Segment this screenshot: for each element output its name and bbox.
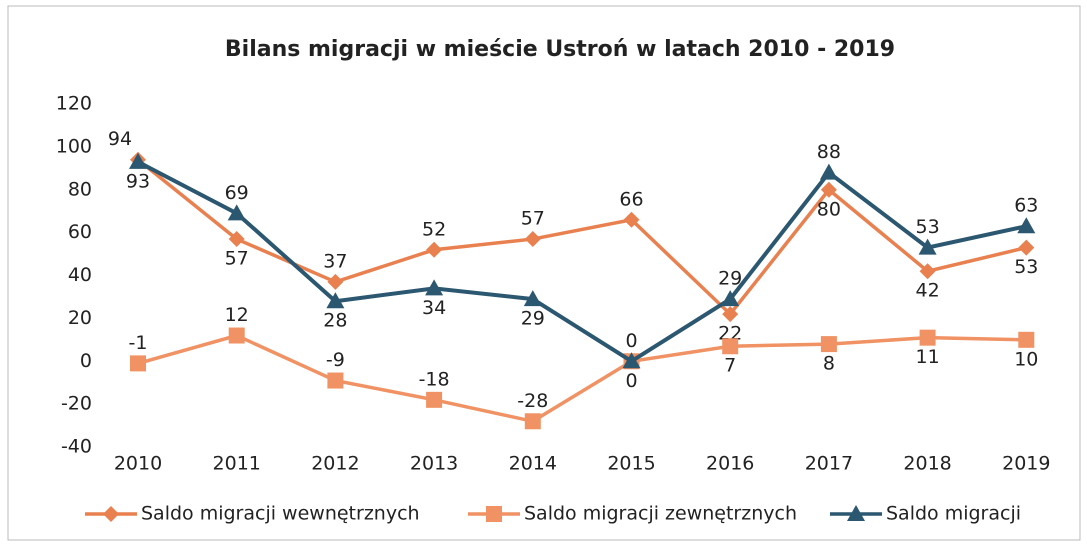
data-label: 63 (1014, 195, 1038, 217)
x-tick-label: 2017 (805, 453, 853, 475)
legend-label: Saldo migracji zewnętrznych (524, 503, 797, 525)
y-tick-label: 60 (68, 221, 92, 243)
data-label: 93 (126, 170, 150, 192)
marker (130, 355, 146, 372)
marker (228, 231, 245, 248)
data-label: 66 (619, 188, 643, 210)
marker (425, 279, 444, 296)
data-label: 52 (422, 218, 446, 240)
data-label: 37 (323, 250, 347, 272)
x-tick-label: 2015 (607, 453, 655, 475)
marker (1018, 239, 1035, 256)
series-line (137, 160, 1027, 364)
marker (820, 336, 837, 353)
marker (426, 391, 443, 408)
data-label: 80 (817, 198, 841, 220)
data-label: 57 (225, 248, 249, 270)
marker (129, 152, 147, 169)
x-tick-label: 2012 (311, 453, 359, 475)
data-label: 53 (916, 216, 940, 238)
marker (327, 372, 344, 389)
data-label: -28 (517, 390, 548, 412)
data-label: 69 (225, 182, 249, 204)
data-label: 8 (823, 353, 835, 375)
y-tick-label: 80 (68, 178, 92, 200)
data-label: -9 (326, 349, 345, 371)
series-line (137, 333, 1027, 424)
chart-title: Bilans migracji w mieście Ustroń w latac… (225, 37, 895, 62)
y-tick-label: -20 (61, 393, 92, 415)
data-label: -1 (129, 332, 148, 354)
marker (327, 273, 344, 290)
legend-label: Saldo migracji (886, 503, 1021, 525)
marker (722, 306, 739, 323)
data-label: 53 (1014, 256, 1038, 278)
marker (622, 352, 641, 369)
data-label: 29 (718, 268, 742, 290)
marker (847, 505, 865, 521)
marker (819, 163, 838, 180)
data-label: -18 (419, 368, 450, 390)
data-label: 94 (108, 128, 132, 150)
y-tick-label: 0 (80, 350, 92, 372)
marker (623, 211, 640, 228)
x-tick-label: 2018 (903, 453, 951, 475)
marker (1018, 331, 1035, 348)
data-label: 88 (817, 141, 841, 163)
data-label: 7 (724, 355, 736, 377)
data-label: 11 (916, 346, 940, 368)
x-tick-label: 2019 (1002, 453, 1050, 475)
data-label: 34 (422, 297, 446, 319)
x-tick-label: 2016 (706, 453, 754, 475)
data-label: 42 (916, 280, 940, 302)
marker (722, 338, 739, 355)
series-line (136, 158, 1027, 317)
data-label: 10 (1014, 348, 1038, 370)
y-tick-label: 40 (68, 264, 92, 286)
x-tick-label: 2014 (509, 453, 557, 475)
data-label: 29 (521, 308, 545, 330)
marker (524, 413, 541, 430)
y-tick-label: 120 (56, 93, 92, 115)
marker (524, 231, 541, 248)
marker (486, 506, 502, 522)
marker (227, 204, 246, 221)
marker (721, 290, 740, 307)
y-tick-label: 100 (56, 135, 92, 157)
marker (426, 241, 443, 258)
legend-label: Saldo migracji wewnętrznych (141, 503, 420, 525)
data-label: 0 (625, 330, 637, 352)
data-label: 28 (323, 310, 347, 332)
data-label: 12 (225, 304, 249, 326)
data-label: 0 (625, 370, 637, 392)
x-tick-label: 2011 (213, 453, 261, 475)
chart-border (7, 5, 1081, 541)
series: -1 12 -9 -18 -28 0 7 8 11 10 (129, 304, 1038, 430)
marker (918, 238, 937, 255)
data-label: 57 (521, 208, 545, 230)
marker (228, 327, 245, 344)
marker (919, 263, 936, 280)
marker (919, 329, 936, 346)
marker (820, 181, 837, 198)
y-tick-label: -40 (61, 436, 92, 458)
marker (523, 290, 542, 307)
marker (1017, 217, 1036, 234)
y-tick-label: 20 (68, 307, 92, 329)
x-tick-label: 2010 (114, 453, 162, 475)
marker (326, 292, 345, 309)
series: 93 69 28 34 29 0 29 88 53 63 (126, 141, 1038, 369)
x-tick-label: 2013 (410, 453, 458, 475)
marker (103, 506, 119, 522)
